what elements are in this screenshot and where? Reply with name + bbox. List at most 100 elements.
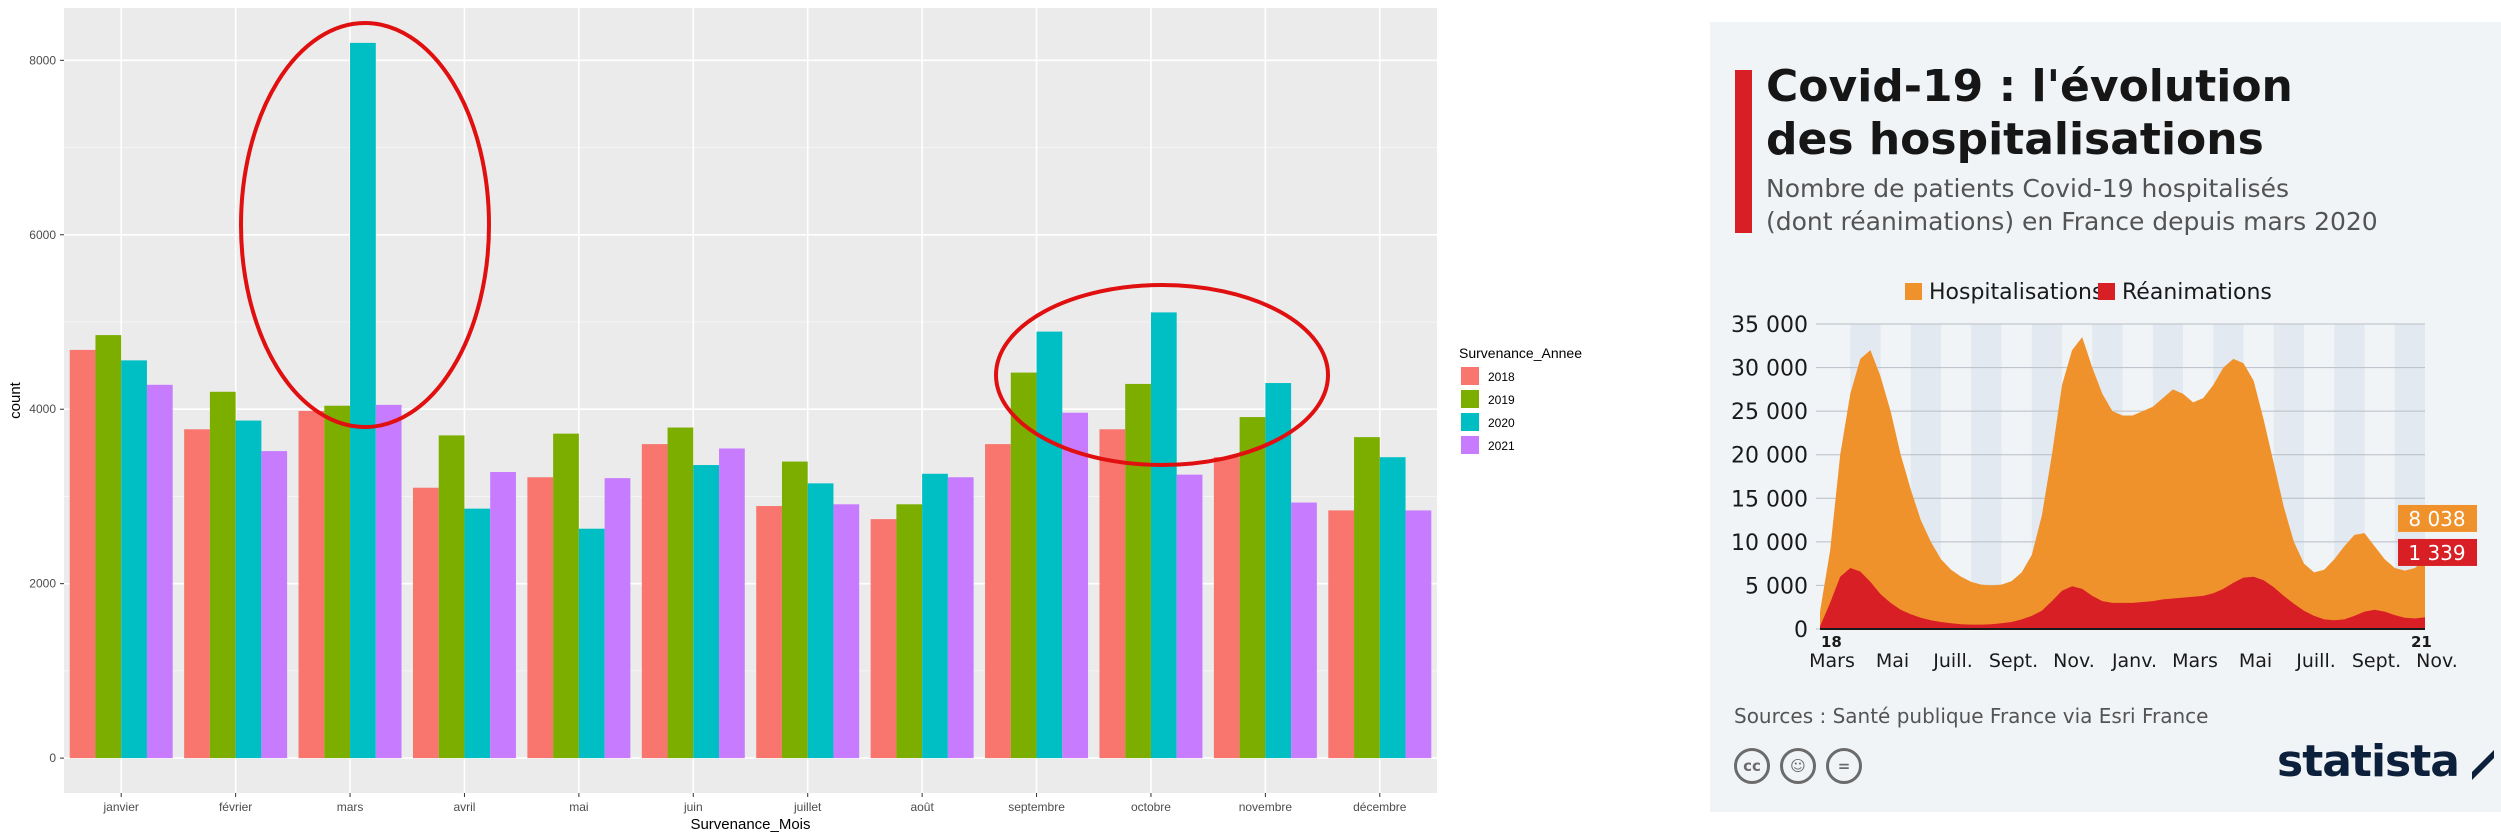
- bar-2019-août: [896, 504, 923, 759]
- bar-2021-octobre: [1176, 474, 1203, 759]
- x-month-label: Mai: [2239, 650, 2272, 672]
- infographic-title: Covid-19 : l'évolution des hospitalisati…: [1766, 61, 2293, 165]
- y-axis-title: count: [7, 381, 24, 419]
- x-tick-label: mars: [337, 800, 364, 814]
- x-tick-label: janvier: [103, 800, 139, 814]
- bar-2020-avril: [464, 508, 491, 759]
- x-tick-label: avril: [453, 800, 475, 814]
- y-tick-label: 4000: [29, 402, 56, 416]
- bar-2018-mai: [527, 477, 554, 759]
- bar-2020-mai: [578, 528, 605, 759]
- bar-2019-juillet: [781, 461, 808, 759]
- x-month-label: Mars: [1809, 650, 1855, 672]
- plot-panel: [64, 8, 1437, 793]
- statista-infographic: Covid-19 : l'évolution des hospitalisati…: [1710, 22, 2501, 812]
- ggplot-bar-chart: 0 2000 4000 6000 8000 janvier février mars avril…: [7, 8, 1582, 833]
- bar-2021-janvier: [146, 384, 173, 759]
- statista-logo: statista: [2277, 736, 2460, 787]
- bar-2020-janvier: [121, 360, 147, 759]
- y-tick-label: 0: [49, 751, 56, 765]
- x-month-label: Janv.: [2111, 650, 2157, 672]
- bar-2019-décembre: [1354, 437, 1380, 759]
- bar-2019-septembre: [1010, 372, 1037, 759]
- legend-label: Réanimations: [2122, 280, 2272, 305]
- x-tick-label: octobre: [1131, 800, 1171, 814]
- no-derivatives-icon: =: [1826, 748, 1862, 784]
- bar-2018-juin: [641, 444, 668, 759]
- bar-2019-mars: [324, 405, 351, 759]
- bar-2020-juillet: [807, 483, 834, 759]
- x-tick-label: décembre: [1353, 800, 1407, 814]
- attribution-person-icon: ☺: [1780, 748, 1816, 784]
- x-axis-title: Survenance_Mois: [690, 816, 810, 833]
- bar-2020-mars: [350, 42, 376, 759]
- badge-hospitalisations-value: 8 038: [2408, 507, 2465, 531]
- x-tick-label: juin: [683, 800, 703, 814]
- bar-2018-décembre: [1328, 510, 1355, 759]
- bar-2021-juin: [719, 448, 745, 759]
- legend-title: Survenance_Annee: [1459, 345, 1582, 361]
- x-month-label: Mars: [2172, 650, 2218, 672]
- x-tick-label: mai: [569, 800, 588, 814]
- badge-reanimations-value: 1 339: [2408, 541, 2465, 565]
- x-tick-label: août: [910, 800, 934, 814]
- bar-2018-octobre: [1099, 429, 1126, 759]
- x-month-label: Nov.: [2416, 650, 2458, 672]
- y-tick-label: 35 000: [1731, 313, 1808, 338]
- bar-2019-juin: [667, 427, 694, 759]
- bar-2019-février: [209, 391, 236, 759]
- bar-2018-février: [184, 429, 210, 759]
- x-month-label: Mai: [1876, 650, 1909, 672]
- x-month-label: Juill.: [1932, 650, 1973, 672]
- area-hospitalisations: [1820, 337, 2425, 629]
- hospitalisation-area-chart: Hospitalisations Réanimations 0 5 000 10 000…: [1731, 280, 2477, 672]
- y-tick-label: 30 000: [1731, 357, 1808, 382]
- bar-2021-juillet: [833, 504, 860, 759]
- bar-2019-janvier: [95, 335, 122, 759]
- highlight-ellipse-mars: [239, 21, 491, 429]
- badge-hospitalisations: [2398, 504, 2477, 532]
- y-tick-label: 2000: [29, 577, 56, 591]
- legend-swatch-reanimations: [2098, 283, 2115, 300]
- statista-logo-icon: [2472, 750, 2494, 780]
- bar-2018-avril: [412, 487, 439, 759]
- y-tick-label: 8000: [29, 53, 56, 67]
- bar-2021-août: [947, 477, 974, 759]
- creative-commons-icon: cc: [1734, 748, 1770, 784]
- legend-label: Hospitalisations: [1929, 280, 2103, 305]
- y-tick-label: 25 000: [1731, 400, 1808, 425]
- bar-2020-février: [235, 420, 262, 759]
- bar-2019-octobre: [1125, 383, 1151, 759]
- legend-swatch-2019: [1461, 390, 1479, 408]
- bar-2020-octobre: [1150, 312, 1177, 759]
- bar-2021-avril: [490, 472, 516, 759]
- legend-swatch-hospitalisations: [1905, 283, 1922, 300]
- source-note: Sources : Santé publique France via Esri…: [1734, 704, 2209, 728]
- x-tick-label: septembre: [1008, 800, 1065, 814]
- bar-2019-novembre: [1239, 417, 1266, 759]
- x-month-label: Juill.: [2295, 650, 2336, 672]
- badge-reanimations: [2398, 538, 2477, 566]
- y-tick-label: 0: [1794, 618, 1808, 643]
- bar-2021-septembre: [1062, 412, 1089, 759]
- infographic-subtitle: Nombre de patients Covid-19 hospitalisés…: [1766, 174, 2378, 236]
- area-reanimations: [1820, 568, 2425, 629]
- bar-2018-août: [870, 519, 897, 759]
- bar-2021-mai: [604, 478, 631, 759]
- legend-label: 2021: [1488, 439, 1515, 453]
- bar-2021-décembre: [1405, 510, 1432, 759]
- x-tick-label: février: [219, 800, 252, 814]
- legend-label: 2020: [1488, 416, 1515, 430]
- bar-2020-décembre: [1379, 457, 1406, 759]
- bar-2019-avril: [438, 435, 465, 759]
- y-tick-label: 20 000: [1731, 444, 1808, 469]
- x-tick-label: novembre: [1239, 800, 1293, 814]
- x-end-day-label: 21: [2411, 633, 2432, 651]
- highlight-ellipse-sept-oct: [994, 283, 1330, 467]
- bar-2021-novembre: [1291, 502, 1317, 759]
- y-tick-label: 10 000: [1731, 531, 1808, 556]
- legend-label: 2018: [1488, 370, 1515, 384]
- bar-2020-septembre: [1036, 331, 1063, 759]
- legend-swatch-2018: [1461, 367, 1479, 385]
- bar-2018-mars: [298, 410, 325, 759]
